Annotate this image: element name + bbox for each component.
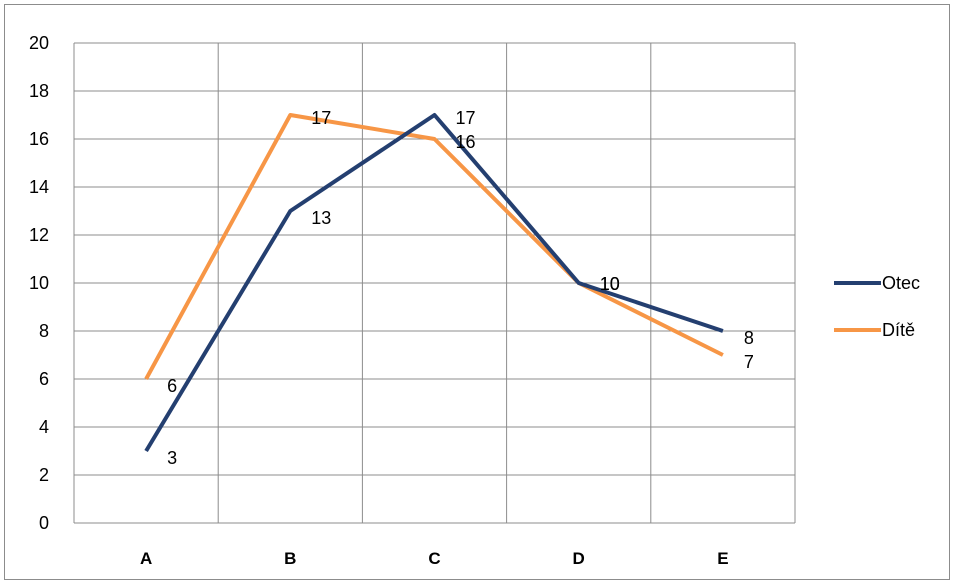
legend-label-Otec: Otec	[882, 273, 920, 293]
legend-label-Dítě: Dítě	[882, 320, 915, 340]
data-label-Otec-A: 3	[167, 448, 177, 468]
legend: Otec Dítě	[834, 273, 920, 340]
data-label-Dítě-A: 6	[167, 376, 177, 396]
data-label-Otec-B: 13	[311, 208, 331, 228]
x-tick-label-B: B	[284, 549, 296, 568]
grid	[73, 42, 796, 524]
y-tick-label-14: 14	[29, 177, 49, 197]
series-line-Otec	[144, 113, 724, 453]
data-label-Dítě-D: 10	[600, 274, 620, 294]
x-tick-label-D: D	[573, 549, 585, 568]
y-tick-label-2: 2	[39, 465, 49, 485]
series-lines	[144, 113, 724, 453]
x-tick-label-E: E	[717, 549, 728, 568]
chart-frame: 0 2 4 6 8 10 12 14 16 18 20 A B C D E 3 13 17 10 8 6 17 16 10 7 …	[4, 4, 950, 580]
y-tick-label-16: 16	[29, 129, 49, 149]
y-tick-label-10: 10	[29, 273, 49, 293]
data-label-Otec-D: 10	[600, 274, 620, 294]
data-label-Otec-E: 8	[744, 328, 754, 348]
data-label-Dítě-C: 16	[456, 132, 476, 152]
data-label-Dítě-E: 7	[744, 352, 754, 372]
data-label-Otec-C: 17	[456, 108, 476, 128]
axes: 0 2 4 6 8 10 12 14 16 18 20 A B C D E	[29, 33, 729, 568]
x-tick-label-C: C	[428, 549, 440, 568]
data-label-Dítě-B: 17	[311, 108, 331, 128]
y-tick-label-12: 12	[29, 225, 49, 245]
y-tick-label-6: 6	[39, 369, 49, 389]
series-line-Dítě	[144, 113, 724, 380]
y-tick-label-8: 8	[39, 321, 49, 341]
y-tick-label-0: 0	[39, 513, 49, 533]
y-tick-label-20: 20	[29, 33, 49, 53]
x-tick-label-A: A	[140, 549, 152, 568]
y-tick-label-18: 18	[29, 81, 49, 101]
y-tick-label-4: 4	[39, 417, 49, 437]
